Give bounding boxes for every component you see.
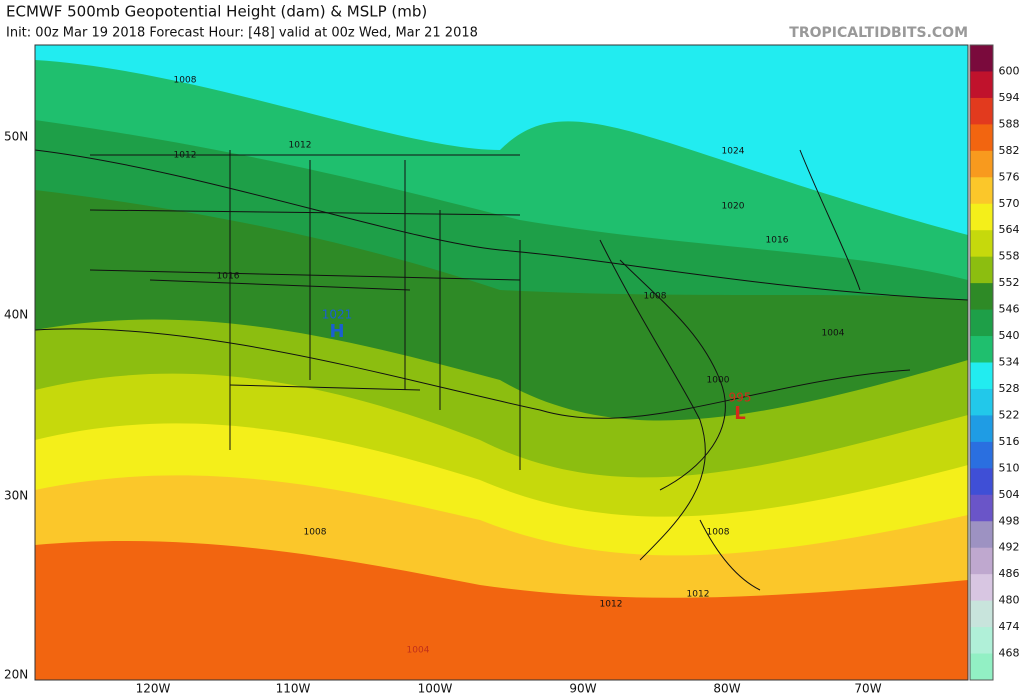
legend-label: 534 [999,356,1020,369]
pressure-label: 1021 [322,308,353,322]
map-frame [34,44,969,681]
legend-label: 516 [999,435,1020,448]
lon-label: 120W [136,682,171,696]
pressure-label: 1000 [707,376,730,386]
pressure-label: 1004 [407,646,430,656]
legend-swatch [970,230,993,258]
legend-label: 546 [999,303,1020,316]
legend-frame [969,44,994,681]
pressure-label: 1008 [174,76,197,86]
legend-label: 486 [999,567,1020,580]
lon-label: 70W [854,682,881,696]
legend-label: 570 [999,197,1020,210]
legend-label: 504 [999,488,1020,501]
pressure-label: 1012 [687,590,710,600]
legend-swatch [970,468,993,496]
legend-label: 522 [999,408,1020,421]
lat-label: 30N [4,489,28,503]
legend-label: 510 [999,461,1020,474]
legend-swatch [970,336,993,363]
legend-swatch [970,362,993,390]
lon-label: 110W [276,682,311,696]
legend-swatch [970,653,993,681]
lon-label: 80W [713,682,740,696]
legend-label: 588 [999,117,1020,130]
pressure-label: 1016 [766,236,789,246]
legend-swatch [970,415,993,443]
legend-label: 468 [999,647,1020,660]
legend-swatch [970,256,993,284]
pressure-label: 1012 [174,151,197,161]
legend-label: 498 [999,514,1020,527]
legend-label: 558 [999,250,1020,263]
pressure-label: 995 [729,391,752,405]
legend-label: 576 [999,170,1020,183]
pressure-label: 1020 [722,202,745,212]
pressure-label: 1016 [217,272,240,282]
legend-swatch [970,388,993,416]
legend-swatch [970,627,993,655]
legend-label: 564 [999,223,1020,236]
legend-label: 540 [999,329,1020,342]
map [34,44,969,681]
legend-swatch [970,203,993,231]
legend-swatch [970,150,993,178]
pressure-label: 1004 [822,329,845,339]
legend-swatch [970,574,993,602]
legend-label: 594 [999,91,1020,104]
legend-label: 474 [999,620,1020,633]
legend-swatch [970,547,993,575]
legend-label: 552 [999,276,1020,289]
legend-swatch [970,521,993,549]
pressure-label: 1024 [722,147,745,157]
pressure-label: H [329,321,344,342]
legend-swatch [970,441,993,469]
pressure-label: 1012 [600,600,623,610]
credit: TROPICALTIDBITS.COM [789,25,968,41]
title: ECMWF 500mb Geopotential Height (dam) & … [6,3,427,21]
lat-label: 40N [4,308,28,322]
pressure-label: L [734,403,745,424]
legend-label: 528 [999,382,1020,395]
subtitle: Init: 00z Mar 19 2018 Forecast Hour: [48… [6,26,478,41]
contours [35,149,968,591]
lat-label: 20N [4,668,28,682]
legend-label: 600 [999,64,1020,77]
legend-swatch [970,45,993,72]
legend-swatch [970,600,993,628]
lat-label: 50N [4,130,28,144]
legend-swatch [970,283,993,311]
legend-label: 492 [999,541,1020,554]
legend-swatch [970,177,993,205]
legend-swatch [970,71,993,99]
pressure-label: 1008 [707,528,730,538]
legend-swatch [970,124,993,152]
lon-label: 90W [569,682,596,696]
legend-label: 480 [999,594,1020,607]
legend-label: 582 [999,144,1020,157]
legend-swatch [970,494,993,522]
band [35,540,968,680]
pressure-label: 1008 [304,528,327,538]
pressure-label: 1008 [644,292,667,302]
pressure-label: 1012 [289,141,312,151]
legend-swatch [970,97,993,125]
lon-label: 100W [418,682,453,696]
legend-swatch [970,309,993,337]
